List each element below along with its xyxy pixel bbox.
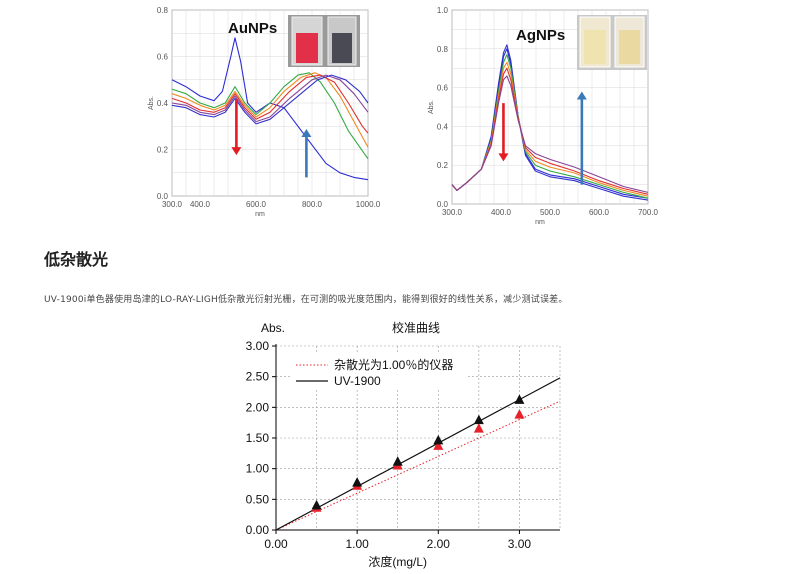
x-tick-label: 600.0 xyxy=(246,200,267,209)
x-axis-label: nm xyxy=(535,219,545,226)
x-tick-label: 2.00 xyxy=(427,537,451,551)
y-tick-label: 0.6 xyxy=(157,53,169,62)
legend-label: 杂散光为1.00％的仪器 xyxy=(334,357,453,372)
agnps-spectrum-chart: 300.0 400.0 500.0 600.0 700.0 0.0 0.2 0.4 0.6 0.8… xyxy=(428,6,659,226)
uv1900-data-point xyxy=(433,434,444,445)
y-axis-label: Abs. xyxy=(428,100,435,114)
increase-arrow xyxy=(301,129,312,178)
increase-arrow xyxy=(576,91,587,185)
uv1900-data-point xyxy=(473,414,484,425)
y-tick-label: 2.00 xyxy=(246,400,270,414)
x-tick-label: 400.0 xyxy=(491,208,512,217)
section-heading: 低杂散光 xyxy=(44,250,109,269)
spectrum-series-line xyxy=(171,74,369,125)
x-tick-label: 500.0 xyxy=(540,208,561,217)
y-tick-label: 0.4 xyxy=(437,122,449,131)
uv1900-data-point xyxy=(311,499,322,510)
spectrum-series-line xyxy=(171,37,369,181)
chart-title: AgNPs xyxy=(516,27,565,44)
spectrum-series-line xyxy=(171,72,369,148)
uv1900-data-point xyxy=(392,456,403,466)
y-tick-label: 0.8 xyxy=(157,6,169,15)
aunps-cuvette-photo xyxy=(288,15,360,67)
decrease-arrow xyxy=(231,99,242,156)
x-tick-label: 300.0 xyxy=(162,200,183,209)
stray-light-data-point xyxy=(433,440,444,450)
decrease-arrow xyxy=(498,103,509,162)
y-tick-label: 0.0 xyxy=(437,200,449,209)
y-tick-label: 0.8 xyxy=(437,45,449,54)
x-tick-label: 400.0 xyxy=(190,200,211,209)
y-tick-label: 0.4 xyxy=(157,99,169,108)
chart-legend: 杂散光为1.00％的仪器 UV-1900 xyxy=(290,353,468,389)
y-tick-label: 0.2 xyxy=(437,161,449,170)
agnps-cuvette-photo xyxy=(577,15,647,70)
y-tick-label: 0.0 xyxy=(157,192,169,201)
stray-light-data-point xyxy=(514,409,525,419)
x-tick-label: 3.00 xyxy=(508,537,532,551)
y-axis-label: Abs. xyxy=(148,96,155,110)
x-tick-label: 1.00 xyxy=(345,537,369,551)
y-tick-label: 3.00 xyxy=(246,339,270,353)
calibration-curve-chart: 0.00 0.50 1.00 1.50 2.00 2.50 3.00 0.00 1.00 2.00… xyxy=(246,320,561,569)
x-axis-label: 浓度(mg/L) xyxy=(368,554,427,569)
y-tick-label: 1.00 xyxy=(246,462,270,476)
stray-light-data-point xyxy=(473,423,484,433)
x-axis-label: nm xyxy=(255,211,265,218)
chart-title: 校准曲线 xyxy=(392,320,440,335)
uv1900-data-point xyxy=(352,477,363,487)
spectrum-series-line xyxy=(171,72,369,160)
y-tick-label: 0.00 xyxy=(246,523,270,537)
x-tick-label: 1000.0 xyxy=(356,200,381,209)
y-tick-label: 2.50 xyxy=(246,370,270,384)
stray-light-fit-line xyxy=(275,400,561,531)
uv1900-fit-line xyxy=(275,377,561,531)
y-tick-label: 0.6 xyxy=(437,84,449,93)
y-tick-label: 1.50 xyxy=(246,431,270,445)
x-tick-label: 300.0 xyxy=(442,208,463,217)
legend-label: UV-1900 xyxy=(334,374,381,388)
x-tick-label: 700.0 xyxy=(638,208,659,217)
uv1900-data-point xyxy=(514,394,525,404)
y-tick-label: 1.0 xyxy=(437,6,449,15)
spectrum-series-line xyxy=(171,74,369,123)
chart-title: AuNPs xyxy=(228,20,277,37)
x-tick-label: 600.0 xyxy=(589,208,610,217)
y-tick-label: 0.50 xyxy=(246,492,270,506)
spectrum-series-line xyxy=(171,74,369,134)
section-description: UV-1900i单色器使用岛津的LO-RAY-LIGH低杂散光衍射光栅，在可测的… xyxy=(44,295,568,305)
x-tick-label: 800.0 xyxy=(302,200,323,209)
y-axis-label: Abs. xyxy=(261,321,285,335)
x-tick-label: 0.00 xyxy=(264,537,288,551)
aunps-spectrum-chart: 300.0 400.0 600.0 800.0 1000.0 0.0 0.2 0.4 0.6 0.… xyxy=(148,6,381,218)
y-tick-label: 0.2 xyxy=(157,146,169,155)
